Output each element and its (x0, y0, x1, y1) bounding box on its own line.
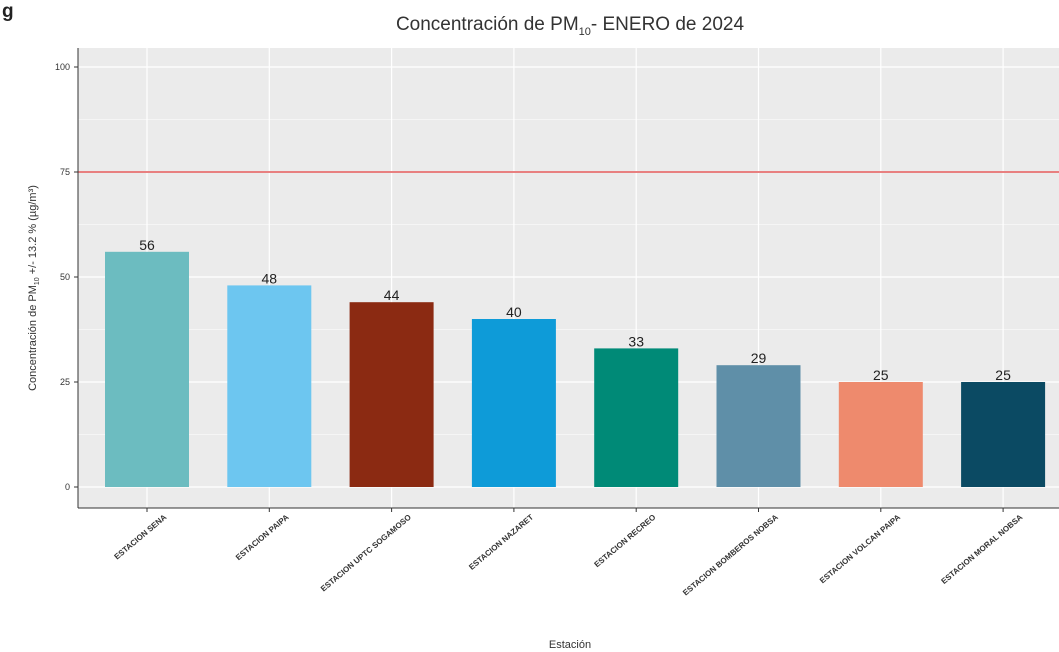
chart-title-main: Concentración de PM (396, 14, 579, 35)
y-tick-label: 50 (60, 272, 70, 282)
x-tick-labels: ESTACION SENA ESTACION PAIPA ESTACION UPTC… (113, 508, 1025, 597)
x-tick-label: ESTACION UPTC SOGAMOSO (319, 513, 413, 594)
bar-value-label: 25 (995, 367, 1011, 383)
y-tick-label: 0 (65, 482, 70, 492)
bar (227, 285, 312, 487)
bars: 56 48 44 40 33 29 25 25 (105, 237, 1046, 487)
bar (716, 365, 801, 487)
x-tick-label: ESTACION MORAL NOBSA (939, 512, 1024, 585)
chart-title-subscript: 10 (579, 26, 591, 38)
x-tick-label: ESTACION VOLCAN PAIPA (818, 512, 902, 585)
x-tick-label: ESTACION SENA (113, 513, 169, 562)
bar-value-label: 44 (384, 287, 400, 303)
bar-value-label: 40 (506, 304, 522, 320)
bar-value-label: 25 (873, 367, 889, 383)
bar-value-label: 48 (262, 270, 278, 286)
bar-value-label: 56 (139, 237, 155, 253)
chart-title: Concentración de PM10- ENERO de 2024 (396, 14, 745, 38)
bar (105, 251, 189, 487)
y-axis-title: Concentración de PM10 +/- 13.2 % (µg/m³) (27, 185, 41, 391)
x-tick-label: ESTACION RECREO (593, 513, 658, 570)
bar (838, 382, 923, 487)
bar (961, 382, 1046, 487)
y-tick-label: 100 (55, 62, 70, 72)
figure-corner-label: g (2, 1, 14, 22)
bar-value-label: 33 (628, 333, 644, 349)
bar (349, 302, 434, 487)
x-tick-label: ESTACION PAIPA (234, 512, 291, 562)
y-axis-title-rest: +/- 13.2 % (µg/m³) (27, 185, 39, 277)
bar-value-label: 29 (751, 350, 767, 366)
bar (594, 348, 679, 487)
y-axis-title-main: Concentración de PM (27, 285, 39, 391)
y-tick-label: 25 (60, 377, 70, 387)
chart-title-rest: - ENERO de 2024 (591, 14, 745, 35)
x-tick-label: ESTACION BOMBEROS NOBSA (681, 513, 780, 598)
bar (471, 319, 556, 487)
y-axis-title-subscript: 10 (34, 277, 41, 285)
axes (77, 48, 1059, 509)
x-axis-title: Estación (549, 639, 591, 651)
y-tick-labels: 0 25 50 75 100 (55, 62, 78, 492)
x-tick-label: ESTACION NAZARET (467, 513, 535, 572)
y-tick-label: 75 (60, 167, 70, 177)
